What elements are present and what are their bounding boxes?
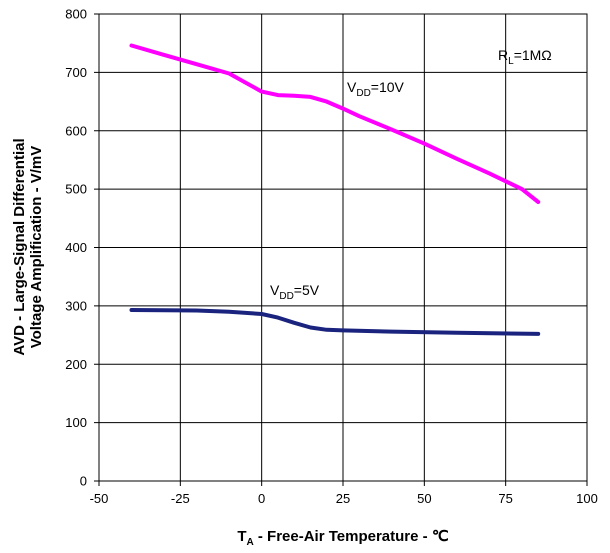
y-tick-label: 400 — [65, 240, 87, 255]
load-resistance-annotation: RL=1MΩ — [498, 47, 552, 67]
y-tick-label: 300 — [65, 298, 87, 313]
y-tick-label: 700 — [65, 65, 87, 80]
x-axis-label-rest: - Free-Air Temperature - ℃ — [254, 528, 449, 545]
series-group — [129, 43, 541, 336]
series-label-5v-main: V — [270, 282, 280, 298]
y-tick-label: 0 — [80, 474, 87, 489]
x-tick-labels: -50 -25 0 25 50 75 100 — [90, 481, 598, 506]
x-axis-label-main: T — [237, 528, 246, 545]
annotation-rest: =1MΩ — [514, 47, 552, 63]
y-tick-label: 600 — [65, 123, 87, 138]
y-tick-labels: 0 100 200 300 400 500 600 700 800 — [65, 7, 99, 489]
x-tick-label: 0 — [258, 491, 265, 506]
x-tick-label: 25 — [336, 491, 350, 506]
series-label-vdd-10v: VDD=10V — [347, 79, 405, 99]
x-tick-label: 100 — [576, 491, 598, 506]
x-axis-label-sub: A — [246, 537, 253, 548]
x-tick-label: -50 — [90, 491, 109, 506]
y-tick-label: 800 — [65, 7, 87, 22]
x-tick-label: -25 — [171, 491, 190, 506]
y-axis-label-line1: AVD - Large-Signal Differential — [11, 138, 28, 355]
y-tick-label: 200 — [65, 357, 87, 372]
x-axis-label: TA - Free-Air Temperature - ℃ — [237, 528, 449, 548]
y-tick-label: 500 — [65, 182, 87, 197]
y-tick-label: 100 — [65, 415, 87, 430]
grid — [99, 14, 587, 481]
series-label-10v-rest: =10V — [371, 79, 405, 95]
annotation-main: R — [498, 47, 508, 63]
series-label-5v-rest: =5V — [294, 282, 320, 298]
x-tick-label: 50 — [417, 491, 431, 506]
series-label-10v-main: V — [347, 79, 357, 95]
series-label-10v-sub: DD — [356, 88, 370, 99]
x-tick-label: 75 — [498, 491, 512, 506]
annotation-sub: L — [508, 56, 514, 67]
series-line-vdd-10v — [129, 43, 541, 204]
series-label-5v-sub: DD — [279, 291, 293, 302]
series-line-vdd-5v — [129, 308, 541, 336]
y-axis-label-line2: Voltage Amplification - V/mV — [28, 146, 45, 349]
series-label-vdd-5v: VDD=5V — [270, 282, 320, 302]
